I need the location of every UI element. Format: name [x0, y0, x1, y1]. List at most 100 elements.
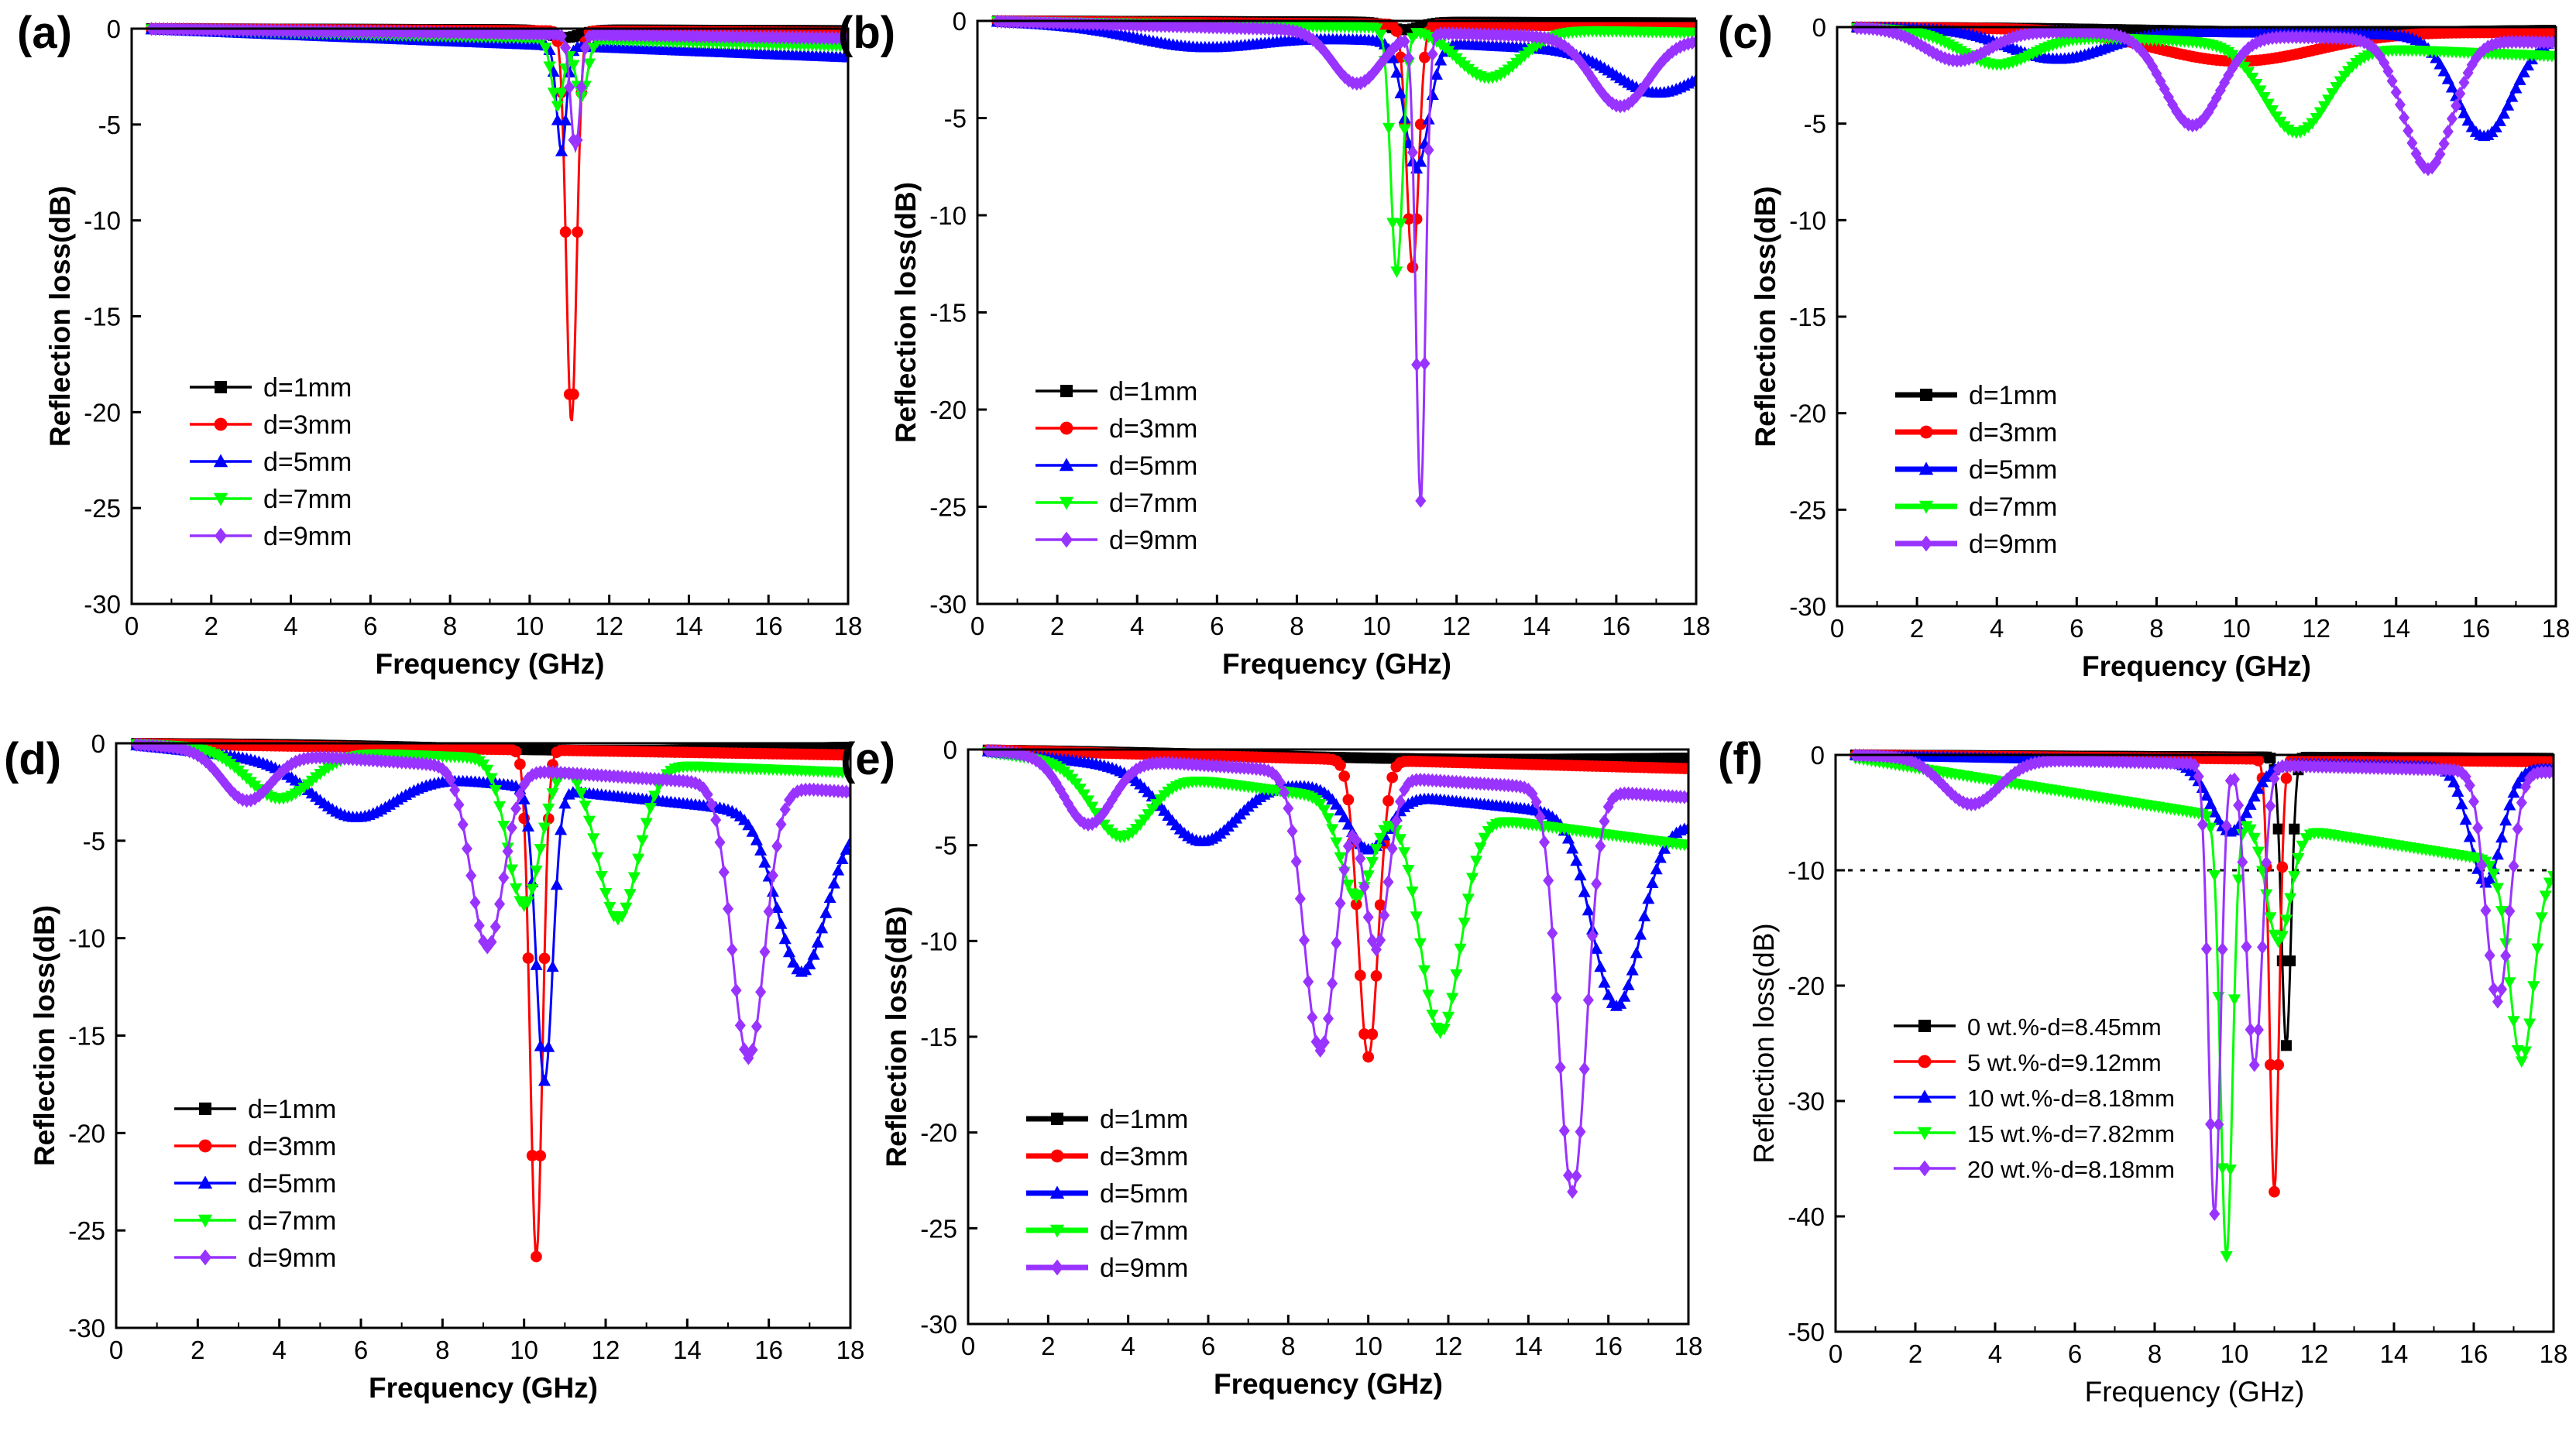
panel-3-xtick-label-10: 10	[2222, 614, 2251, 643]
panel-4-series-3-point-173	[836, 852, 849, 865]
panel-3-series-5-point-67	[2119, 31, 2131, 46]
panel-5-series-3	[981, 745, 1688, 1011]
panel-5-series-3-point-158	[1614, 997, 1627, 1009]
panel-5-series-5-point-95	[1362, 910, 1374, 924]
panel-5-legend-label-5: d=9mm	[1100, 1254, 1188, 1283]
panel-5-legend-marker-1	[1051, 1113, 1063, 1125]
panel-4-series-5-point-144	[718, 865, 730, 880]
panel-1: (a)0 2 4 6 8 10 12 14 16 180-5-10-15-20-25-30Freq…	[17, 8, 862, 680]
panel-1-xtick-label-10: 10	[516, 612, 544, 640]
panel-4-series-3-point-104	[555, 823, 568, 835]
panel-5-ytick-label-0: 0	[943, 736, 957, 764]
panel-2-ytick-label--25: -25	[929, 493, 967, 522]
panel-3-series-2-point-175	[2550, 27, 2556, 39]
panel-3-ytick-label--5: -5	[1804, 110, 1826, 139]
panel-3-series-4-point-175	[2549, 51, 2556, 63]
panel-2-series-4-point-98	[1382, 122, 1396, 135]
panel-5-ylabel: Reflection loss(dB)	[881, 906, 912, 1167]
panel-5-series-5-point-143	[1554, 1060, 1566, 1075]
panel-5-series-5-point-137	[1530, 794, 1542, 809]
panel-5-series-4-point-25	[1081, 795, 1095, 808]
panel-1-frame	[130, 27, 850, 605]
panel-4-series-4-point-113	[591, 852, 604, 864]
panel-5-series-5-point-146	[1567, 1185, 1578, 1199]
panel-2-xtick-label-12: 12	[1442, 612, 1471, 640]
panel-5-series-5-point-88	[1334, 896, 1346, 911]
panel-6-series-1-point-108	[2280, 1040, 2292, 1051]
panel-2-xlabel: Frequency (GHz)	[1222, 648, 1451, 680]
panel-5-series-5-point-154	[1599, 814, 1610, 828]
panel-2-legend-marker-4	[1059, 496, 1074, 510]
panel-5-series-2-point-95	[1362, 1051, 1375, 1063]
panel-4-series-3-point-105	[558, 797, 572, 809]
panel-3-series-5-point-149	[2446, 111, 2458, 126]
panel-3-legend-label-2: d=3mm	[1969, 418, 2057, 448]
panel-5-series-5-point-92	[1351, 833, 1362, 848]
panel-2-series-5-point-95	[1371, 61, 1382, 76]
panel-1-series-5-point-103	[556, 29, 567, 43]
panel-4-label: (d)	[4, 734, 61, 784]
panel-4-series-5-point-89	[494, 897, 506, 911]
panel-5-series-5-point-74	[1279, 785, 1290, 800]
panel-1-ylabel: Reflection loss(dB)	[44, 186, 76, 447]
panel-4-series-3-point-96	[521, 820, 534, 832]
panel-5-ytick-label--20: -20	[920, 1119, 957, 1147]
panel-5-series-3-point-165	[1642, 892, 1655, 904]
panel-4-series-2-point-99	[534, 1150, 547, 1162]
panel-5-series-4-point-108	[1413, 938, 1427, 950]
panel-4-series-4	[130, 739, 850, 926]
panel-5-series-3-point-160	[1622, 979, 1635, 990]
panel-5-series-3-point-163	[1633, 928, 1647, 940]
panel-4-series-4-point-175	[843, 767, 850, 780]
panel-2-series-3-point-99	[1386, 51, 1400, 63]
panel-4-series-5-point-152	[750, 1019, 762, 1034]
panel-2-series-2-point-104	[1406, 261, 1419, 273]
panel-4-ytick-label--25: -25	[68, 1216, 105, 1245]
panel-3-series-3-point-152	[2458, 106, 2471, 118]
panel-3-series-5-point-73	[2143, 53, 2155, 67]
panel-5-series-5-point-75	[1283, 801, 1294, 816]
panel-5-series-5-point-151	[1587, 928, 1598, 943]
panel-5-series-5-point-139	[1539, 835, 1550, 849]
panel-3-legend-marker-4	[1918, 500, 1934, 514]
panel-5-series-5-point-76	[1286, 824, 1298, 839]
panel-5-series-3-point-175	[1681, 821, 1688, 833]
panel-4-legend-label-4: d=7mm	[248, 1206, 336, 1236]
panel-5-xlabel: Frequency (GHz)	[1214, 1368, 1443, 1400]
panel-4-series-2-point-100	[538, 952, 551, 965]
panel-2-series-5-point-107	[1419, 356, 1431, 371]
panel-6: (f)0 2 4 6 8 10 12 14 16 180-10-20-30-40-50Freque…	[1718, 734, 2567, 1408]
panel-2-series-5-point-105	[1411, 357, 1423, 372]
panel-4-series-4-point-110	[579, 800, 592, 812]
panel-4-legend-label-1: d=1mm	[248, 1095, 336, 1124]
panel-1-xtick-label-0: 0	[125, 612, 139, 640]
panel-4-ylabel: Reflection loss(dB)	[29, 905, 60, 1166]
panel-4-series-5-point-175	[845, 784, 850, 800]
panel-2-series-5-point-78	[1303, 29, 1314, 44]
panel-2-series-2-point-103	[1403, 213, 1415, 225]
panel-5-series-5-point-153	[1595, 839, 1606, 853]
panel-5-series-2-point-97	[1370, 970, 1382, 982]
panel-3-series-5-point-150	[2451, 98, 2462, 113]
panel-4-series-3-point-101	[542, 1041, 555, 1052]
panel-4-series-4-point-109	[575, 787, 588, 800]
panel-4-series-5-point-14	[188, 746, 200, 760]
panel-5-label: (e)	[840, 734, 895, 784]
panel-5-series-5-point-19	[1059, 789, 1070, 804]
panel-5-series-5-line	[987, 749, 1688, 1194]
panel-4-series-4-point-126	[644, 803, 657, 815]
panel-4-legend-label-5: d=9mm	[248, 1243, 336, 1273]
panel-4-series-3-point-103	[550, 878, 563, 890]
panel-4-series-5	[131, 737, 850, 1065]
panel-5-series-5-point-30	[1102, 799, 1114, 814]
panel-5-legend-marker-4	[1049, 1224, 1065, 1238]
panel-3-ytick-label--30: -30	[1789, 592, 1826, 621]
panel-5-series-5-point-33	[1115, 780, 1126, 794]
panel-4: (d)0 2 4 6 8 10 12 14 16 180-5-10-15-20-25-30Freq…	[4, 729, 864, 1404]
panel-1-ytick-label--25: -25	[84, 494, 121, 523]
panel-4-series-5-point-94	[514, 787, 526, 802]
panel-4-series-5-point-85	[478, 934, 489, 948]
panel-3-series-5-point-136	[2394, 98, 2406, 112]
panel-5-series-5-point-100	[1382, 875, 1394, 890]
